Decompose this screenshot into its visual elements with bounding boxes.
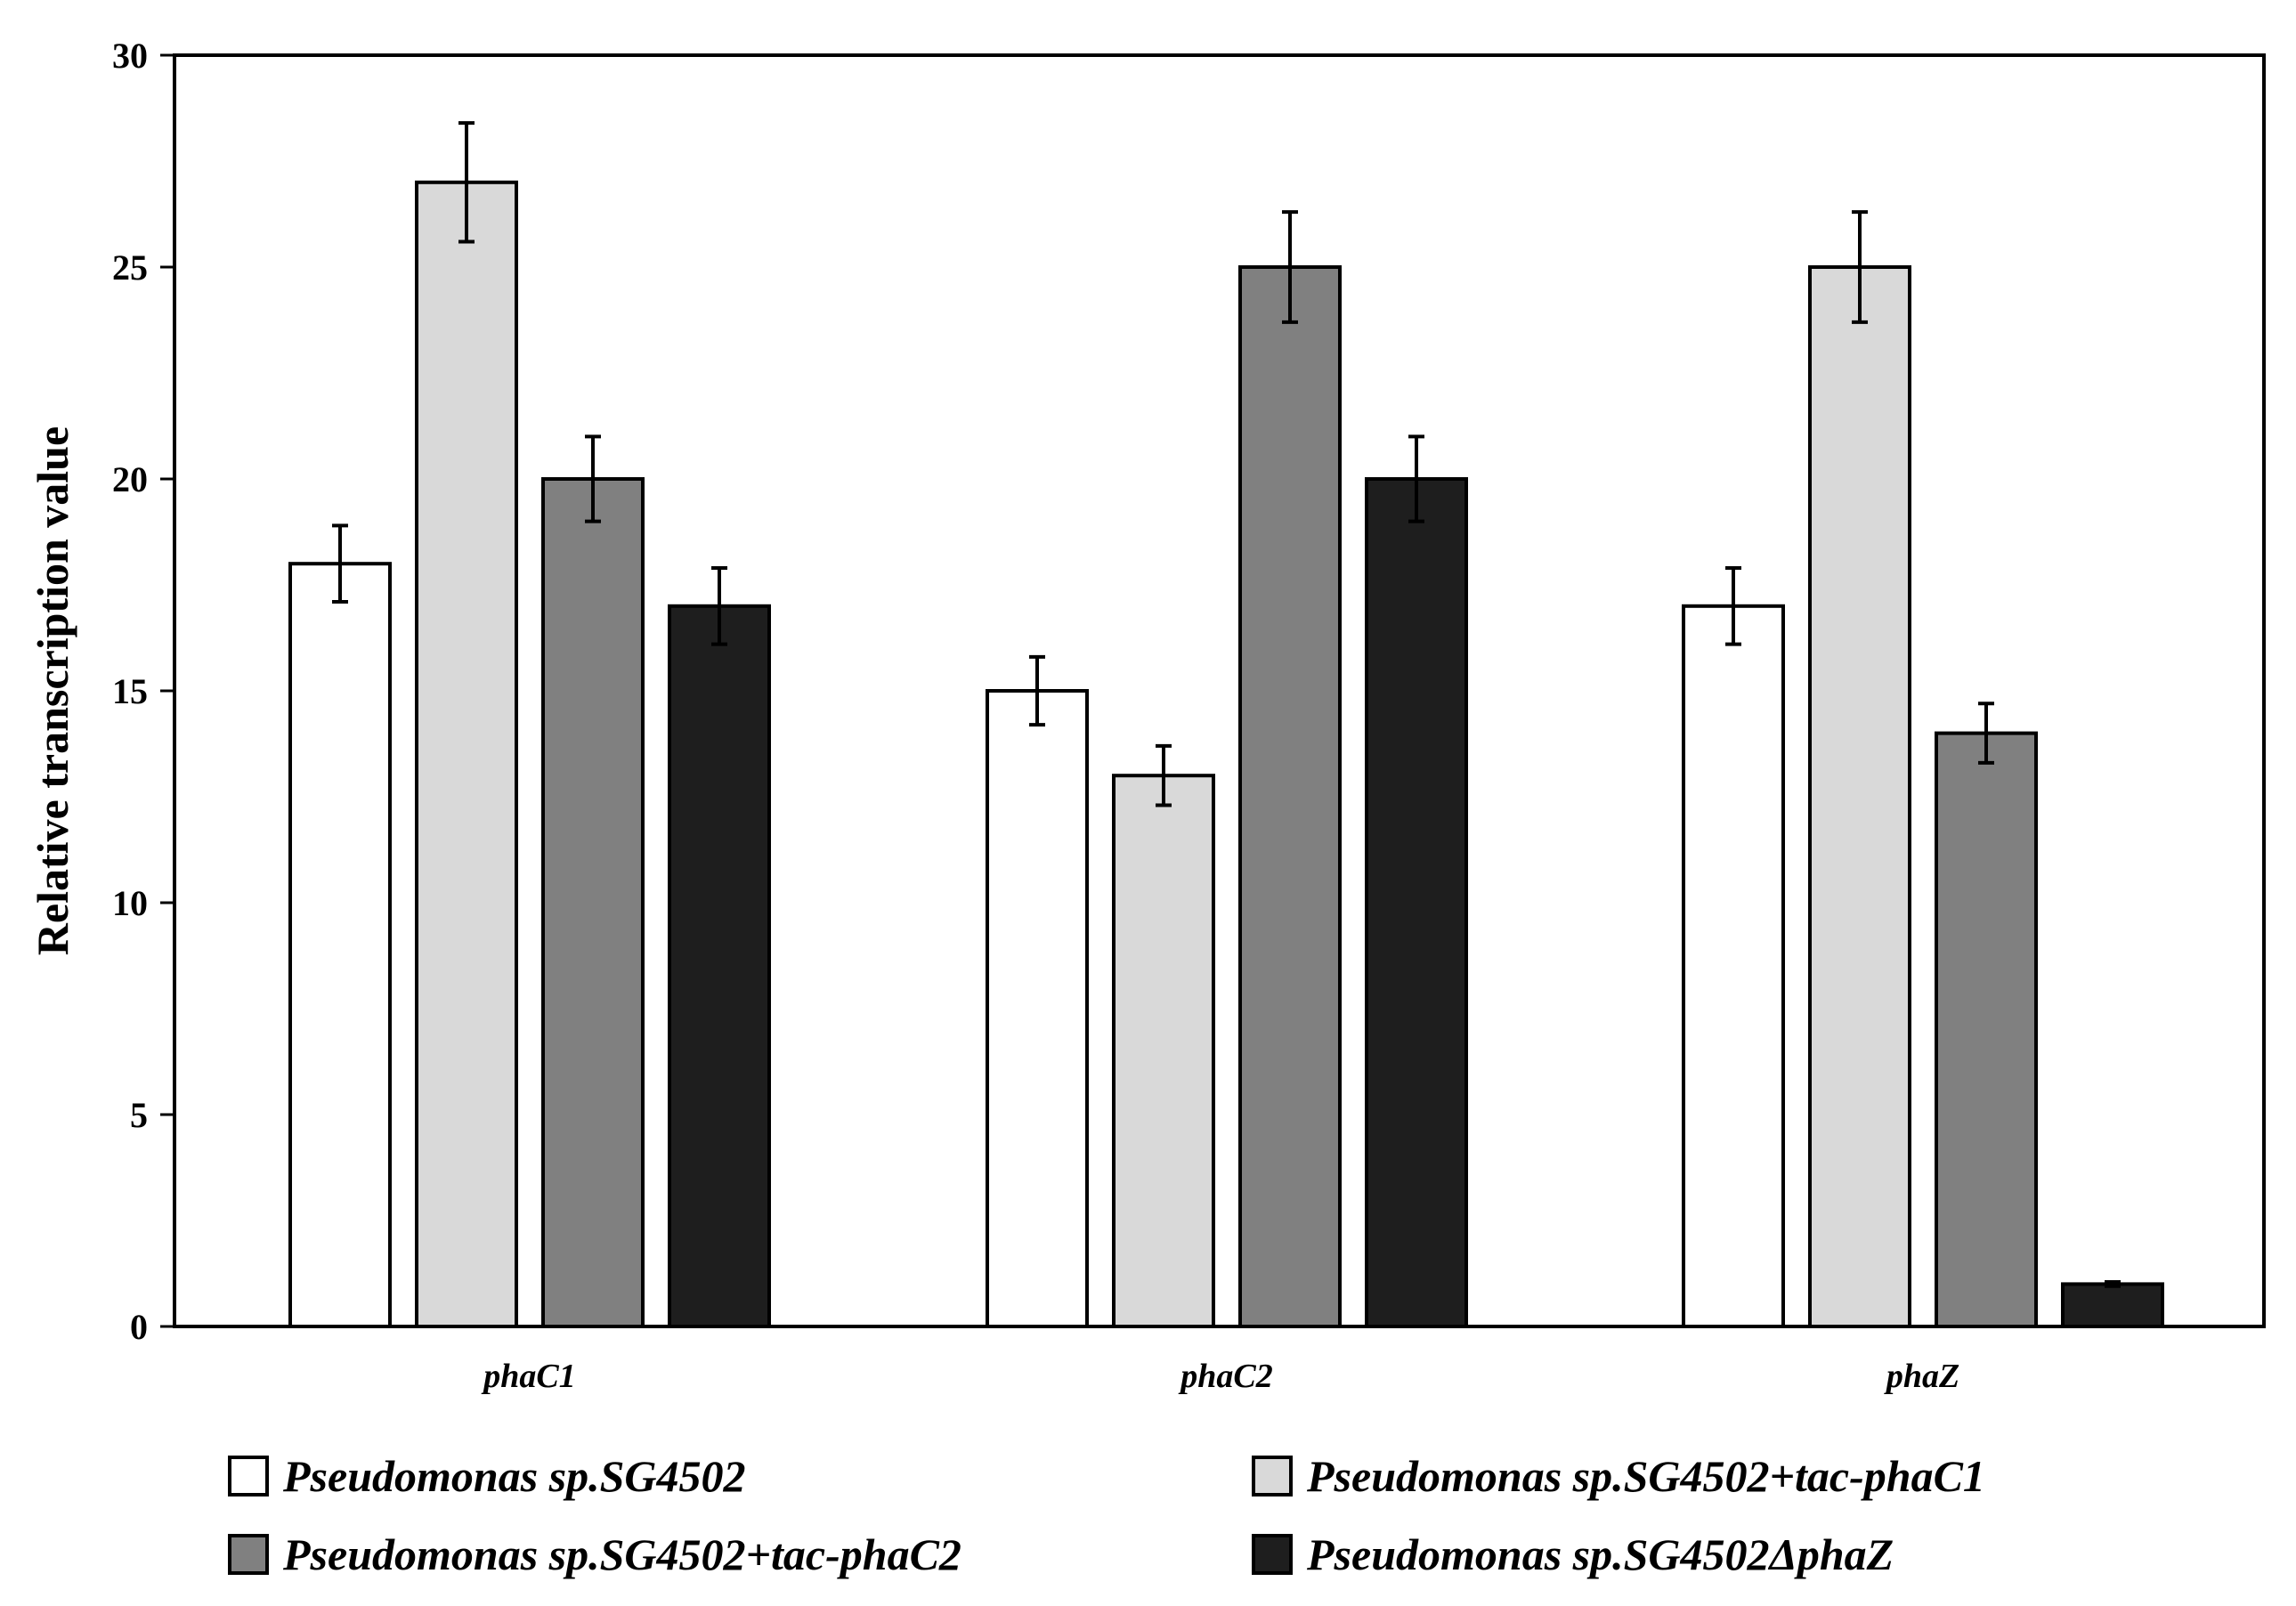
legend-swatch <box>228 1456 269 1496</box>
bar <box>1808 265 1911 1328</box>
y-axis: 0 5 10 15 20 25 30 <box>112 36 174 1347</box>
bar <box>668 604 771 1328</box>
error-bar <box>1408 434 1424 523</box>
legend: Pseudomonas sp.SG4502 Pseudomonas sp.SG45… <box>228 1451 1985 1579</box>
bars <box>288 180 2164 1329</box>
y-tick-label: 0 <box>130 1307 148 1347</box>
y-tick-label: 20 <box>112 459 148 499</box>
error-bar <box>1978 702 1994 765</box>
bar <box>415 180 518 1328</box>
legend-item: Pseudomonas sp.SG4502ΔphaZ <box>1252 1529 1894 1579</box>
y-tick-label: 15 <box>112 671 148 711</box>
error-bar <box>711 565 727 646</box>
legend-swatch <box>1252 1534 1293 1575</box>
bar <box>1365 477 1468 1328</box>
bar <box>1682 604 1785 1328</box>
error-bars <box>332 121 2121 1288</box>
legend-label: Pseudomonas sp.SG4502 <box>282 1451 746 1501</box>
error-bar <box>1029 654 1045 727</box>
x-axis: phaC1 phaC2 phaZ <box>481 1358 1959 1395</box>
bar <box>541 477 645 1328</box>
legend-swatch <box>228 1534 269 1575</box>
y-tick-label: 10 <box>112 883 148 923</box>
y-tick-label: 25 <box>112 247 148 288</box>
x-category-label: phaZ <box>1884 1358 1959 1395</box>
bar <box>986 689 1089 1328</box>
legend-item: Pseudomonas sp.SG4502+tac-phaC2 <box>228 1529 961 1579</box>
y-tick-label: 30 <box>112 36 148 76</box>
error-bar <box>2105 1280 2121 1288</box>
error-bar <box>1156 743 1172 807</box>
y-tick-label: 5 <box>130 1095 148 1135</box>
error-bar <box>1725 565 1741 646</box>
bar <box>1935 731 2038 1328</box>
bar <box>288 562 392 1328</box>
error-bar <box>332 523 348 604</box>
bar <box>1112 774 1215 1328</box>
x-category-label: phaC1 <box>481 1358 575 1395</box>
legend-item: Pseudomonas sp.SG4502 <box>228 1451 746 1501</box>
y-axis-title: Relative transcription value <box>28 426 77 955</box>
legend-label: Pseudomonas sp.SG4502+tac-phaC1 <box>1306 1451 1985 1501</box>
error-bar <box>1852 210 1868 324</box>
legend-label: Pseudomonas sp.SG4502ΔphaZ <box>1306 1529 1894 1579</box>
bar <box>2061 1282 2164 1329</box>
legend-swatch <box>1252 1456 1293 1496</box>
bar <box>1238 265 1342 1328</box>
legend-item: Pseudomonas sp.SG4502+tac-phaC1 <box>1252 1451 1985 1501</box>
error-bar <box>585 434 601 523</box>
legend-label: Pseudomonas sp.SG4502+tac-phaC2 <box>282 1529 961 1579</box>
error-bar <box>458 121 475 244</box>
error-bar <box>1282 210 1298 324</box>
x-category-label: phaC2 <box>1178 1358 1272 1395</box>
